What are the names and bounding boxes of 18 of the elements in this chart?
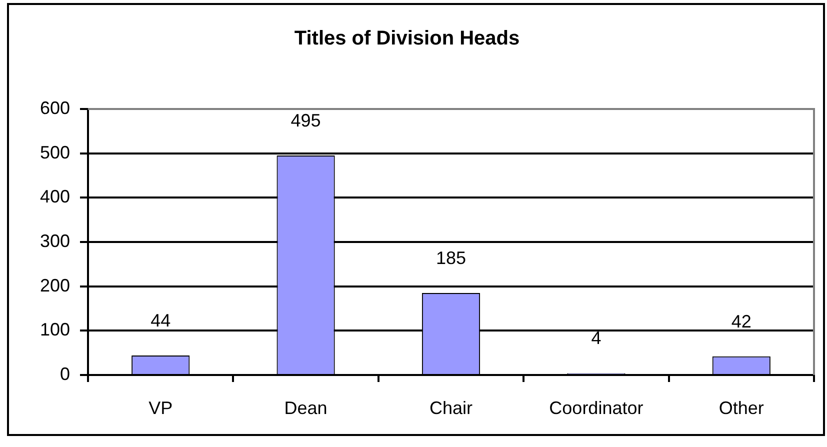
x-tick-label: Chair	[429, 398, 473, 418]
data-label: 44	[150, 310, 171, 330]
data-label: 495	[290, 110, 321, 131]
x-tick-label: Other	[718, 398, 764, 418]
y-tick-label: 0	[60, 364, 70, 384]
y-tick-label: 400	[40, 186, 70, 207]
y-tick-label: 500	[40, 142, 70, 162]
y-tick-label: 200	[40, 275, 70, 296]
x-tick-label: VP	[148, 398, 173, 418]
chart-title: Titles of Division Heads	[294, 28, 520, 50]
y-tick-label: 300	[40, 230, 70, 251]
data-label: 185	[436, 248, 466, 268]
x-tick-label: Dean	[284, 398, 328, 418]
data-label: 42	[731, 311, 752, 332]
y-tick-label: 600	[40, 98, 70, 118]
y-tick-label: 100	[40, 320, 70, 340]
x-tick-label: Coordinator	[549, 398, 644, 418]
data-label: 4	[591, 328, 602, 348]
